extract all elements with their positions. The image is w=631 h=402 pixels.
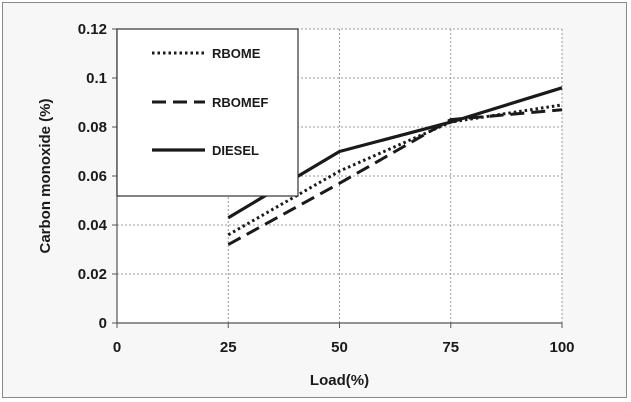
series-line-rbome <box>227 103 563 237</box>
series-line-rbomef <box>227 108 563 246</box>
y-tick-label: 0.06 <box>78 168 107 185</box>
legend-box <box>116 28 299 197</box>
legend-label-diesel: DIESEL <box>212 143 259 158</box>
x-tick-label: 50 <box>331 339 348 356</box>
legend-label-rbomef: RBOMEF <box>212 95 268 110</box>
x-tick-label: 25 <box>220 339 237 356</box>
x-axis-title: Load(%) <box>310 372 369 389</box>
legend-label-rbome: RBOME <box>212 46 261 61</box>
x-tick-label: 75 <box>442 339 459 356</box>
x-tick-label: 0 <box>113 339 121 356</box>
y-tick-label: 0.12 <box>78 21 107 38</box>
x-tick-label: 100 <box>549 339 574 356</box>
y-tick-label: 0.02 <box>78 266 107 283</box>
y-tick-label: 0 <box>99 315 107 332</box>
legend: RBOME RBOMEF DIESEL <box>116 28 299 197</box>
y-tick-label: 0.08 <box>78 119 107 136</box>
tick-labels: 0 0.02 0.04 0.06 0.08 0.1 0.12 0 25 50 75 100 <box>78 21 575 356</box>
y-tick-label: 0.04 <box>78 217 108 234</box>
y-tick-label: 0.1 <box>86 70 107 87</box>
y-axis-title: Carbon monoxide (%) <box>37 98 54 253</box>
